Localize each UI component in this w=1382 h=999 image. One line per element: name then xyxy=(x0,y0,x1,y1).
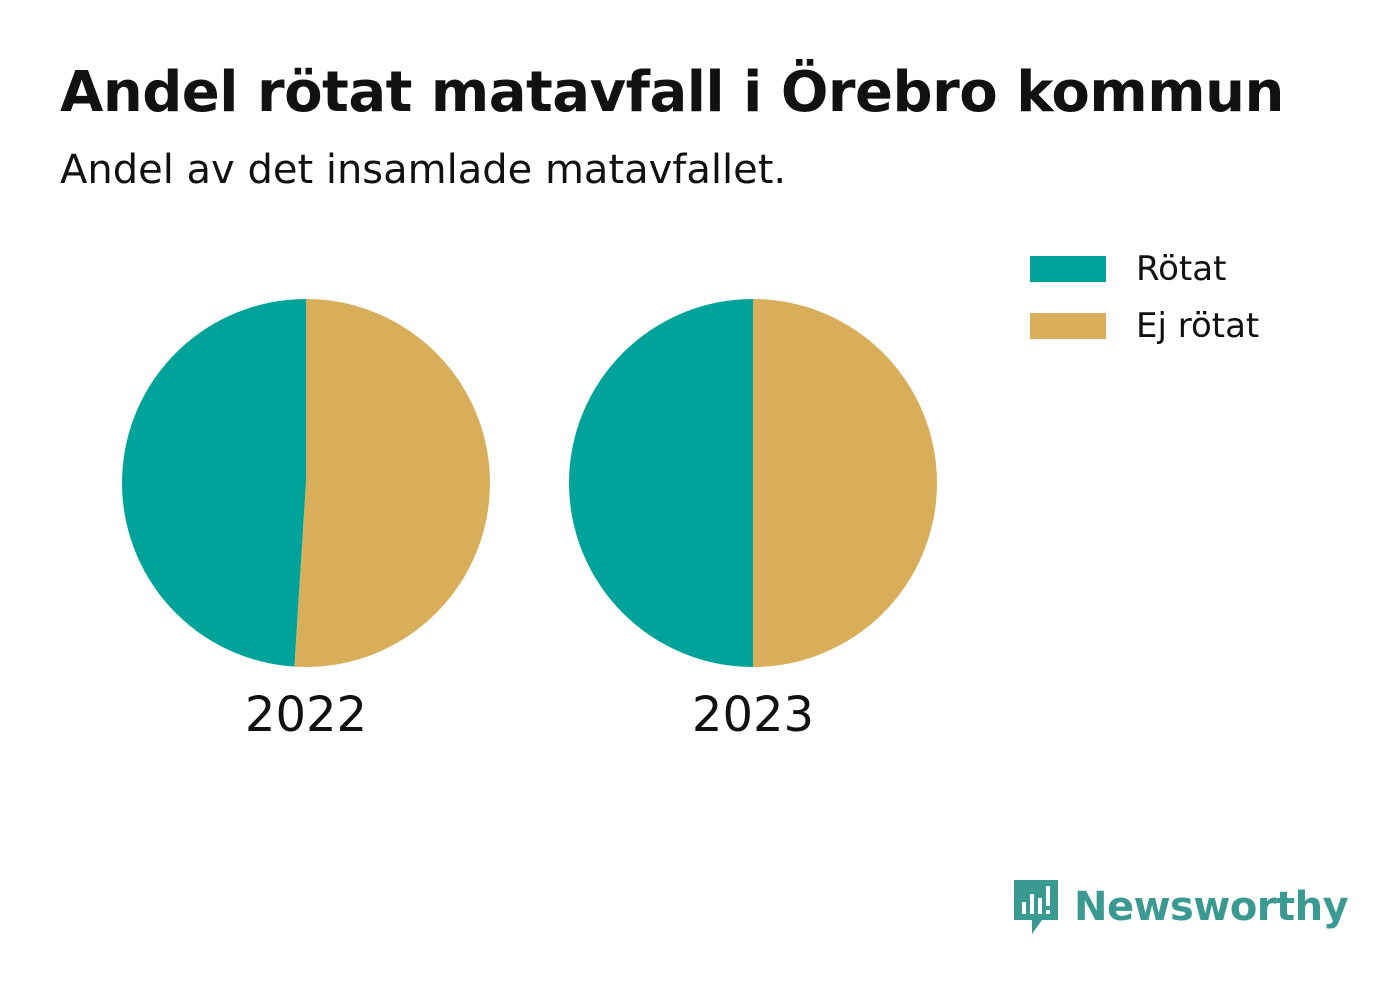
pie-label-2023: 2023 xyxy=(692,687,814,743)
legend-swatch-rotat xyxy=(1030,256,1106,282)
pie-slice-2022-rotat xyxy=(122,299,306,667)
brand-logo: Newsworthy xyxy=(1010,876,1349,938)
legend-item-ej-rotat: Ej rötat xyxy=(1030,305,1259,347)
legend: Rötat Ej rötat xyxy=(1030,248,1259,362)
pie-slice-2023-rotat xyxy=(569,299,753,667)
chart-subtitle: Andel av det insamlade matavfallet. xyxy=(60,147,787,193)
pie-slice-2022-ej-rotat xyxy=(294,299,491,667)
chart-title: Andel rötat matavfall i Örebro kommun xyxy=(60,60,1284,125)
newsworthy-logo-icon xyxy=(1014,880,1058,934)
legend-swatch-ej-rotat xyxy=(1030,313,1106,339)
pie-label-2022: 2022 xyxy=(245,687,367,743)
legend-label-rotat: Rötat xyxy=(1136,249,1227,289)
legend-label-ej-rotat: Ej rötat xyxy=(1136,306,1260,346)
pie-slice-2023-ej-rotat xyxy=(753,299,937,667)
brand-name: Newsworthy xyxy=(1074,884,1349,930)
legend-item-rotat: Rötat xyxy=(1030,248,1259,290)
